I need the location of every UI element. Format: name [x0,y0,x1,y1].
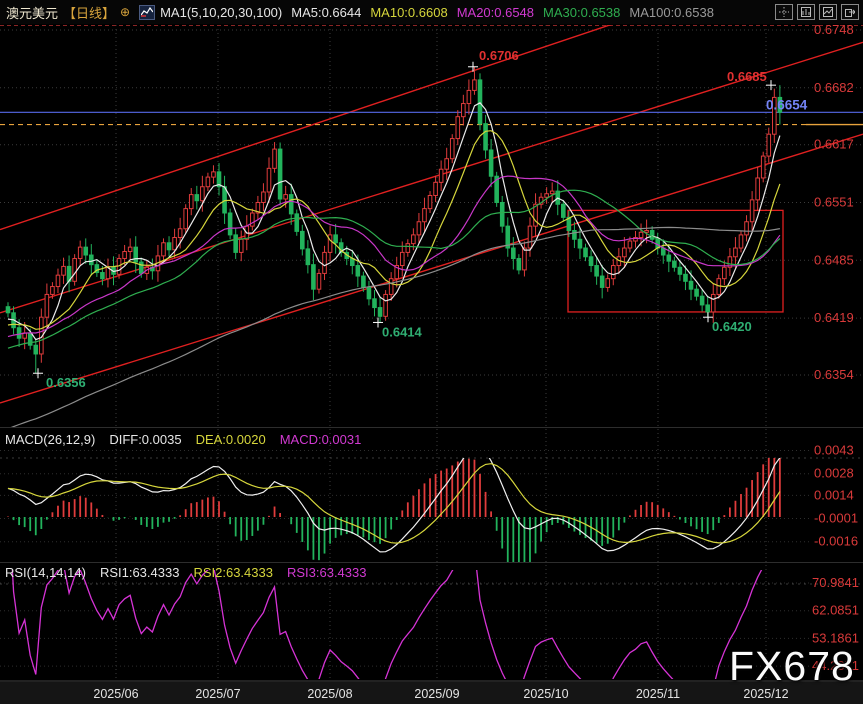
symbol-title: 澳元美元 [6,5,59,21]
price-axis-label: 0.6682 [814,80,854,95]
trend-annotations [0,25,863,404]
macd-histogram [7,458,781,562]
rsi-axis-label: 70.9841 [812,575,859,590]
macd-name: MACD(26,12,9) [5,432,96,447]
rsi-axis-label: 62.0851 [812,603,859,618]
period-label: 【日线】 [63,5,116,21]
trendline-2 [0,41,863,314]
rsi-axis-label: 44.2871 [812,658,859,673]
consolidation-box [567,209,784,313]
main-panel-icon[interactable] [797,4,815,20]
price-axis-label: 0.6551 [814,194,854,209]
macd-dea-line [7,463,781,544]
move-tool-icon[interactable] [775,4,793,20]
ma5-value: MA5:0.6644 [291,4,362,20]
macd-diff-value: DIFF:0.0035 [109,432,182,447]
macd-axis-label: 0.0028 [814,466,854,481]
indicator-panel-icon[interactable] [819,4,837,20]
macd-macd-value: MACD:0.0031 [279,432,362,447]
marker-label: 0.6356 [46,375,86,390]
rsi2-value: RSI2:63.4333 [193,565,273,580]
toolbar [775,4,859,20]
rsi-name: RSI(14,14,14) [5,565,86,580]
trendline-3 [0,133,863,404]
ma-chart-icon[interactable] [139,4,156,20]
chart-header: 澳元美元 【日线】 ⊕ MA1(5,10,20,30,100) MA5:0.66… [0,0,863,24]
ma5-line [7,102,781,341]
marker-label: 0.6685 [727,69,767,84]
macd-axis-label: -0.0001 [814,511,858,526]
rsi-axis-label: 53.1861 [812,630,859,645]
marker-label: 0.6420 [712,319,752,334]
zoom-icon[interactable]: ⊕ [120,5,131,19]
price-axis-label: 0.6617 [814,137,854,152]
date-label: 2025/12 [743,687,788,701]
date-label: 2025/07 [195,687,240,701]
ma30-value: MA30:0.6538 [543,4,621,20]
price-axis-label: 0.6419 [814,310,854,325]
export-icon[interactable] [841,4,859,20]
ma10-line [7,130,781,330]
rsi3-value: RSI3:63.4333 [286,565,367,580]
rsi1-value: RSI1:63.4333 [99,565,180,580]
macd-diff-line [7,458,781,553]
ma-group-label: MA1(5,10,20,30,100) [160,4,283,20]
date-label: 2025/11 [636,687,680,701]
marker-label: 0.6706 [479,48,519,63]
date-label: 2025/08 [307,687,352,701]
ma30-line [7,189,781,349]
macd-label-row: MACD(26,12,9) DIFF:0.0035 DEA:0.0020 MAC… [5,432,361,447]
ma20-value: MA20:0.6548 [456,4,535,20]
rsi-line [11,570,763,679]
macd-axis-label: -0.0016 [814,534,858,549]
rsi-label-row: RSI(14,14,14) RSI1:63.4333 RSI2:63.4333 … [5,565,366,580]
marker-label: 0.6414 [382,324,423,339]
ma10-value: MA10:0.6608 [370,4,448,20]
ma100-value: MA100:0.6538 [629,4,714,20]
date-label: 2025/09 [414,687,459,701]
macd-axis-label: 0.0043 [814,442,854,457]
date-label: 2025/10 [523,687,568,701]
current-price-label: 0.6654 [766,97,808,112]
ma20-line [7,175,781,338]
price-axis-label: 0.6485 [814,252,854,267]
macd-axis-label: 0.0014 [814,487,854,502]
fx678-watermark: FX678 [729,643,855,689]
price-markers: 0.6356 0.6414 0.6420 0.6706 0.6685 [33,48,776,390]
grid [0,25,863,680]
macd-dea-value: DEA:0.0020 [195,432,266,447]
price-axis-label: 0.6354 [814,367,854,382]
trendline-1 [0,25,612,231]
date-label: 2025/06 [93,687,138,701]
price-axis-label: 0.6748 [814,22,854,37]
date-axis-strip [0,682,863,704]
ma100-line [10,226,781,427]
